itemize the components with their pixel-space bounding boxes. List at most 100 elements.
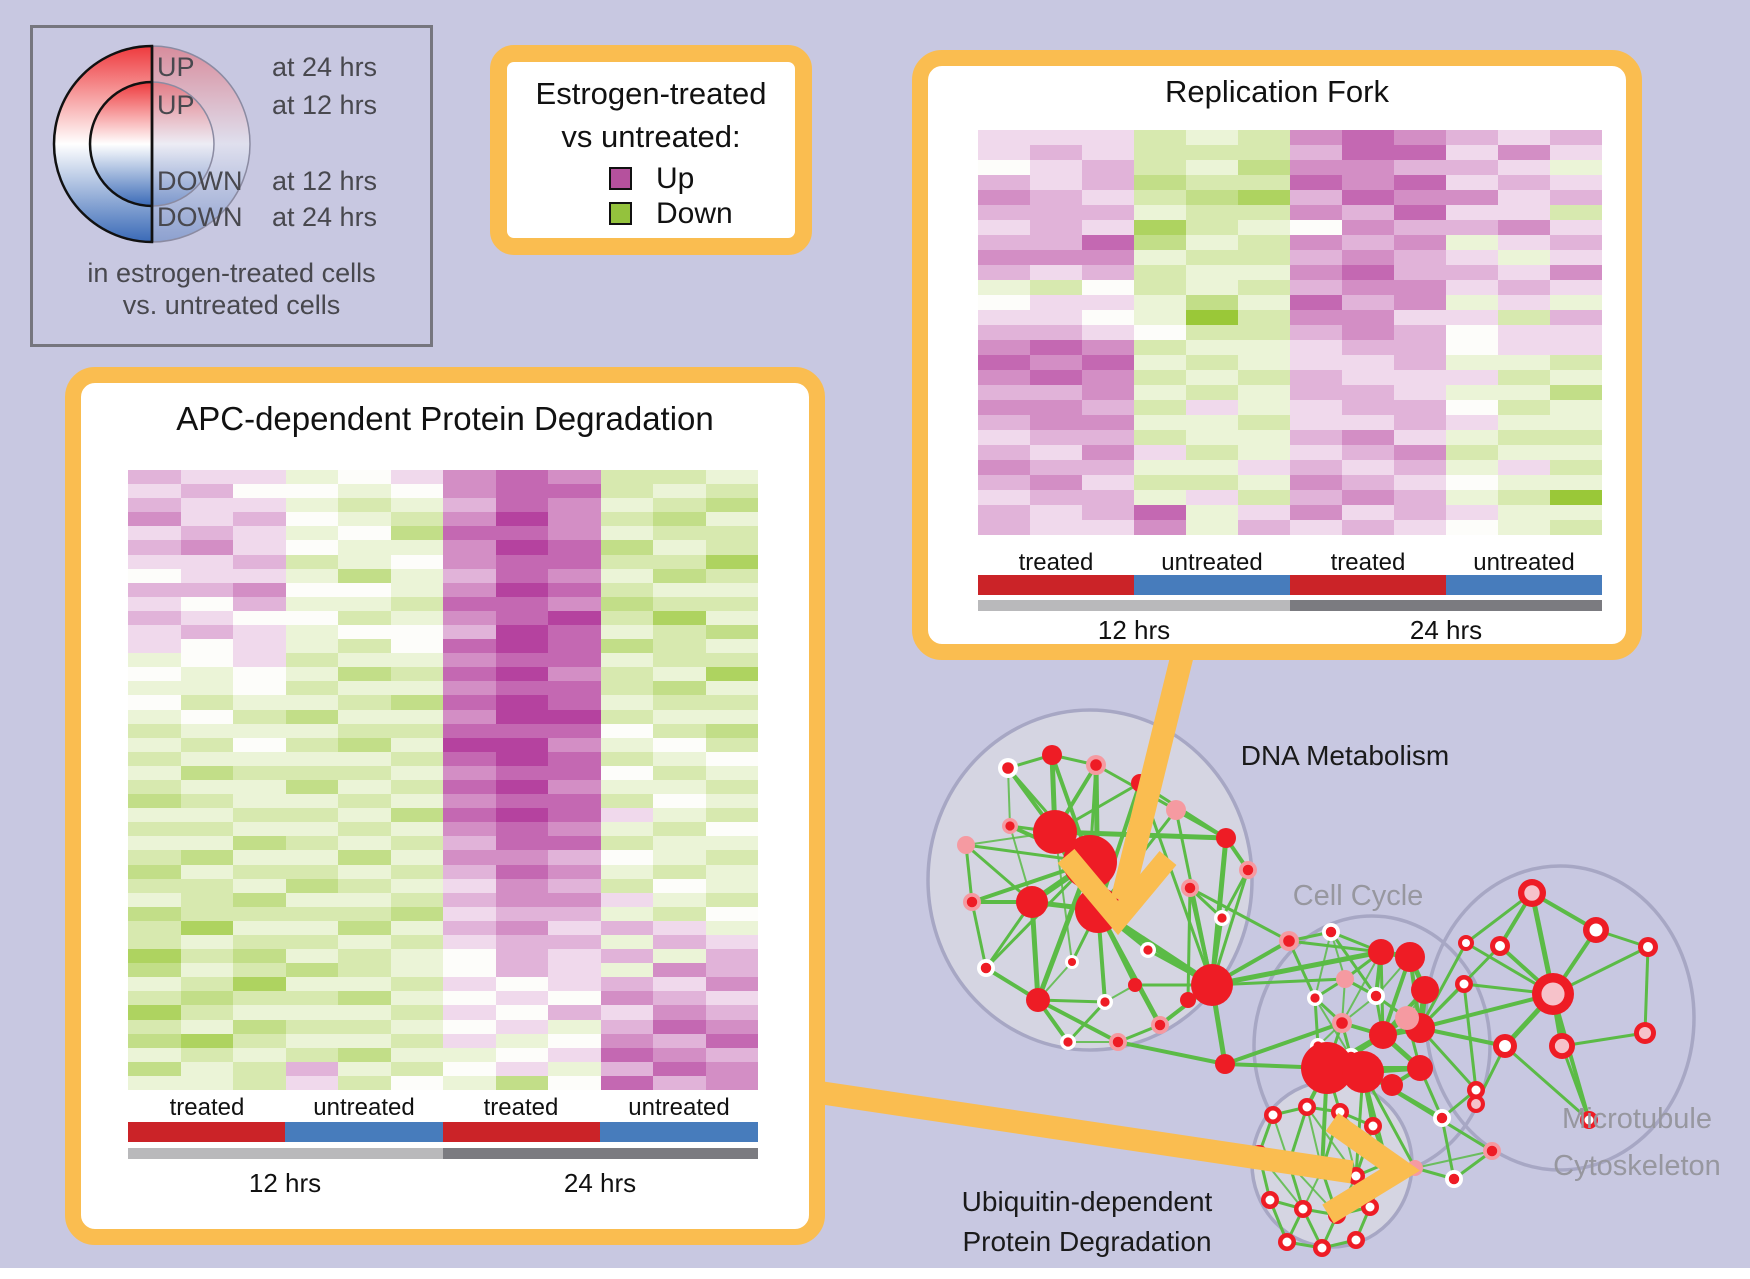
heatmap-cell xyxy=(1186,400,1238,415)
heatmap-cell xyxy=(1394,145,1446,160)
heatmap-cell xyxy=(548,991,601,1006)
heatmap-cell xyxy=(1290,385,1342,400)
heatmap-cell xyxy=(600,596,653,611)
heatmap-cell xyxy=(1238,475,1290,490)
heatmap-cell xyxy=(1082,430,1134,445)
heatmap-cell xyxy=(1394,190,1446,205)
heatmap-cell xyxy=(390,1061,443,1076)
heatmap-cell xyxy=(1186,445,1238,460)
heatmap-cell xyxy=(285,1075,338,1090)
heatmap-cell xyxy=(1134,235,1186,250)
heatmap-cell xyxy=(600,836,653,851)
heatmap-cell xyxy=(705,639,758,654)
network-edge xyxy=(1314,931,1332,999)
network-edge xyxy=(1117,1040,1226,1066)
heatmap-cell xyxy=(443,681,496,696)
heatmap-cell xyxy=(600,709,653,724)
heatmap-cell xyxy=(1030,310,1082,325)
network-node xyxy=(1026,988,1050,1012)
heatmap-cell xyxy=(285,878,338,893)
heatmap-cell xyxy=(495,878,548,893)
apc-12hr-label: 12 hrs xyxy=(248,1168,322,1198)
heatmap-cell xyxy=(1134,340,1186,355)
heatmap-cell xyxy=(600,779,653,795)
heatmap-cell xyxy=(600,794,653,809)
heatmap-cell xyxy=(180,624,233,640)
heatmap-cell xyxy=(1394,175,1446,190)
heatmap-cell xyxy=(390,920,443,935)
heatmap-cell xyxy=(1030,250,1082,265)
heatmap-cell xyxy=(653,681,706,696)
network-node xyxy=(1549,1033,1575,1059)
node-circle xyxy=(1407,1055,1433,1081)
heatmap-cell xyxy=(1082,400,1134,415)
heatmap-cell xyxy=(443,1005,496,1020)
ring-caption-line2: vs. untreated cells xyxy=(122,290,341,320)
heatmap-cell xyxy=(1498,355,1550,370)
heatmap-cell xyxy=(338,568,391,583)
network-node xyxy=(1483,1142,1501,1160)
heatmap-cell xyxy=(653,878,706,893)
heatmap-cell xyxy=(653,1061,706,1076)
heatmap-cell xyxy=(285,512,338,527)
heatmap-cell xyxy=(390,568,443,583)
network-edge xyxy=(1220,869,1250,919)
rf-treated-bar-12 xyxy=(978,575,1134,595)
heatmap-cell xyxy=(705,977,758,992)
heatmap-cell xyxy=(1030,145,1082,160)
heatmap-cell xyxy=(443,1061,496,1076)
apc-treated-bar-12 xyxy=(128,1122,285,1142)
network-node xyxy=(1033,810,1077,854)
heatmap-cell xyxy=(390,512,443,527)
heatmap-cell xyxy=(548,709,601,724)
heatmap-cell xyxy=(233,1019,286,1034)
heatmap-cell xyxy=(653,934,706,950)
heatmap-cell xyxy=(390,977,443,992)
node-circle xyxy=(1589,923,1603,937)
heatmap-cell xyxy=(978,430,1030,445)
heatmap-cell xyxy=(600,864,653,879)
network-node xyxy=(1239,861,1257,879)
heatmap-cell xyxy=(1238,145,1290,160)
heatmap-cell xyxy=(653,751,706,766)
node-circle xyxy=(957,836,975,854)
heatmap-cell xyxy=(390,554,443,569)
heatmap-cell xyxy=(180,808,233,823)
node-circle xyxy=(1554,1038,1570,1054)
heatmap-cell xyxy=(285,723,338,738)
heatmap-cell xyxy=(390,526,443,541)
heatmap-cell xyxy=(338,794,391,809)
network-edge xyxy=(964,844,974,903)
heatmap-cell xyxy=(180,526,233,541)
heatmap-cell xyxy=(600,498,653,513)
heatmap-cell xyxy=(1186,505,1238,520)
heatmap-cell xyxy=(705,808,758,823)
heatmap-cell xyxy=(1290,340,1342,355)
heatmap-cell xyxy=(1290,280,1342,295)
heatmap-cell xyxy=(180,1075,233,1090)
heatmap-cell xyxy=(1446,355,1498,370)
heatmap-cell xyxy=(653,1005,706,1020)
heatmap-cell xyxy=(548,554,601,569)
rf-untreated-bar-12 xyxy=(1134,575,1290,595)
heatmap-cell xyxy=(1550,340,1602,355)
heatmap-cell xyxy=(1550,160,1602,175)
heatmap-cell xyxy=(1498,505,1550,520)
heatmap-cell xyxy=(233,512,286,527)
heatmap-cell xyxy=(653,822,706,837)
heatmap-cell xyxy=(1342,325,1394,340)
heatmap-cell xyxy=(705,512,758,527)
heatmap-cell xyxy=(600,526,653,541)
node-circle xyxy=(1370,990,1382,1002)
heatmap-cell xyxy=(495,470,548,485)
heatmap-cell xyxy=(338,1019,391,1034)
heatmap-cell xyxy=(1134,490,1186,505)
heatmap-cell xyxy=(1498,130,1550,145)
replication-fork-heatmap xyxy=(978,130,1602,535)
heatmap-cell xyxy=(128,624,181,640)
heatmap-cell xyxy=(338,878,391,893)
heatmap-cell xyxy=(285,920,338,935)
network-node xyxy=(1433,1109,1451,1127)
heatmap-cell xyxy=(1030,475,1082,490)
node-circle xyxy=(1638,1026,1652,1040)
